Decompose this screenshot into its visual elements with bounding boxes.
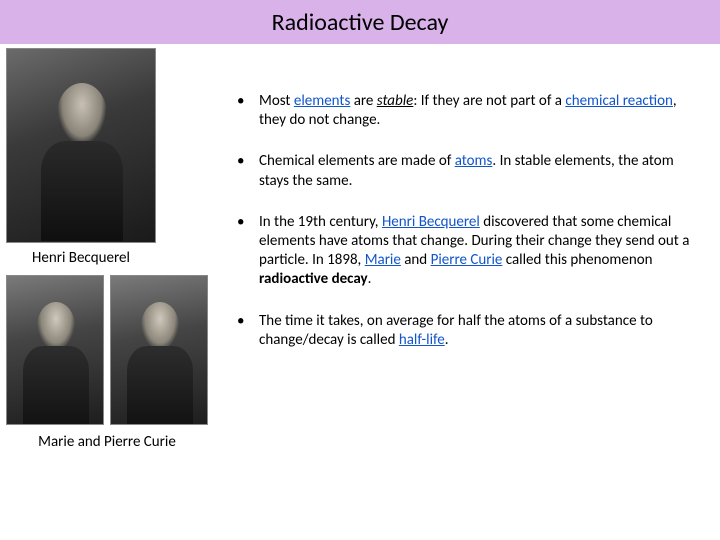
text: are: [350, 92, 376, 110]
emphasis: stable: [377, 92, 414, 110]
link-atoms[interactable]: atoms: [455, 152, 493, 170]
bullet-list: Most elements are stable: If they are no…: [229, 92, 702, 350]
page-title: Radioactive Decay: [272, 8, 449, 37]
text: and: [401, 251, 431, 269]
link-marie[interactable]: Marie: [365, 251, 401, 269]
link-pierre-curie[interactable]: Pierre Curie: [431, 251, 503, 269]
text: The time it takes, on average for half t…: [259, 312, 653, 349]
strong-term: radioactive decay: [259, 270, 368, 288]
caption-curies: Marie and Pierre Curie: [6, 433, 208, 451]
text: : If they are not part of a: [413, 92, 565, 110]
link-half-life[interactable]: half-life: [399, 331, 445, 349]
text: .: [445, 331, 449, 349]
bullet-item: Most elements are stable: If they are no…: [229, 92, 702, 130]
text: In the 19th century,: [259, 213, 382, 231]
link-chemical-reaction[interactable]: chemical reaction: [565, 92, 673, 110]
content-area: Henri Becquerel Marie and Pierre Curie M…: [0, 44, 720, 540]
text: called this phenomenon: [502, 251, 652, 269]
title-bar: Radioactive Decay: [0, 0, 720, 44]
bottom-portraits: [6, 275, 209, 425]
caption-becquerel: Henri Becquerel: [6, 249, 156, 267]
text: Most: [259, 92, 294, 110]
portrait-marie-curie: [6, 275, 104, 425]
bullet-item: In the 19th century, Henri Becquerel dis…: [229, 213, 702, 290]
text: Chemical elements are made of: [259, 152, 455, 170]
text: .: [368, 270, 372, 288]
link-henri-becquerel[interactable]: Henri Becquerel: [382, 213, 480, 231]
bullet-item: The time it takes, on average for half t…: [229, 312, 702, 350]
portrait-pierre-curie: [110, 275, 208, 425]
right-column: Most elements are stable: If they are no…: [215, 44, 720, 540]
left-column: Henri Becquerel Marie and Pierre Curie: [0, 44, 215, 540]
bullet-item: Chemical elements are made of atoms. In …: [229, 152, 702, 190]
portrait-becquerel: [6, 48, 156, 243]
link-elements[interactable]: elements: [294, 92, 350, 110]
